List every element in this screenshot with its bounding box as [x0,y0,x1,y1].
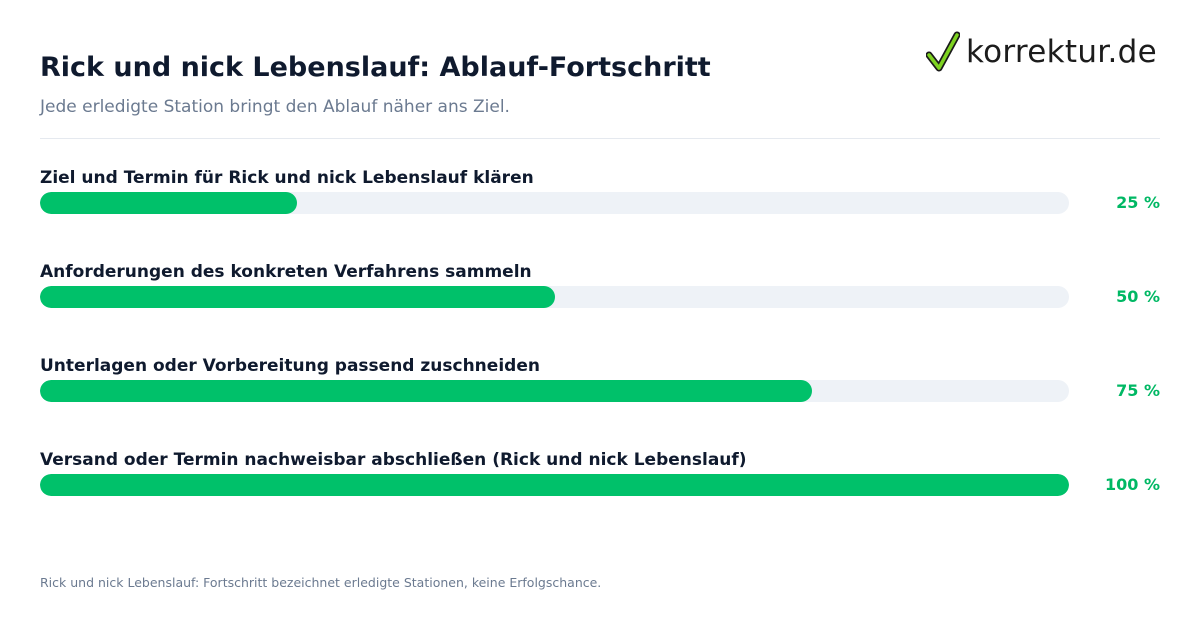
progress-track [40,286,1069,308]
page-subtitle: Jede erledigte Station bringt den Ablauf… [40,97,510,117]
progress-row: Anforderungen des konkreten Verfahrens s… [40,262,1160,322]
percent-label: 100 % [1105,475,1160,494]
progress-track [40,192,1069,214]
progress-row: Unterlagen oder Vorbereitung passend zus… [40,356,1160,416]
step-label: Unterlagen oder Vorbereitung passend zus… [40,356,540,376]
step-label: Ziel und Termin für Rick und nick Lebens… [40,168,534,188]
progress-fill [40,286,555,308]
percent-label: 75 % [1116,381,1160,400]
logo-text: korrektur.de [966,34,1158,70]
header-divider [40,138,1160,139]
step-label: Anforderungen des konkreten Verfahrens s… [40,262,532,282]
footnote: Rick und nick Lebenslauf: Fortschritt be… [40,575,602,590]
progress-track [40,380,1069,402]
percent-label: 25 % [1116,193,1160,212]
percent-label: 50 % [1116,287,1160,306]
progress-row: Versand oder Termin nachweisbar abschlie… [40,450,1160,510]
progress-fill [40,474,1069,496]
page-title: Rick und nick Lebenslauf: Ablauf-Fortsch… [40,52,711,83]
brand-logo: korrektur.de [926,30,1157,74]
progress-row: Ziel und Termin für Rick und nick Lebens… [40,168,1160,228]
step-label: Versand oder Termin nachweisbar abschlie… [40,450,747,470]
progress-track [40,474,1069,496]
progress-fill [40,192,298,214]
progress-fill [40,380,812,402]
checkmark-icon [926,31,960,72]
